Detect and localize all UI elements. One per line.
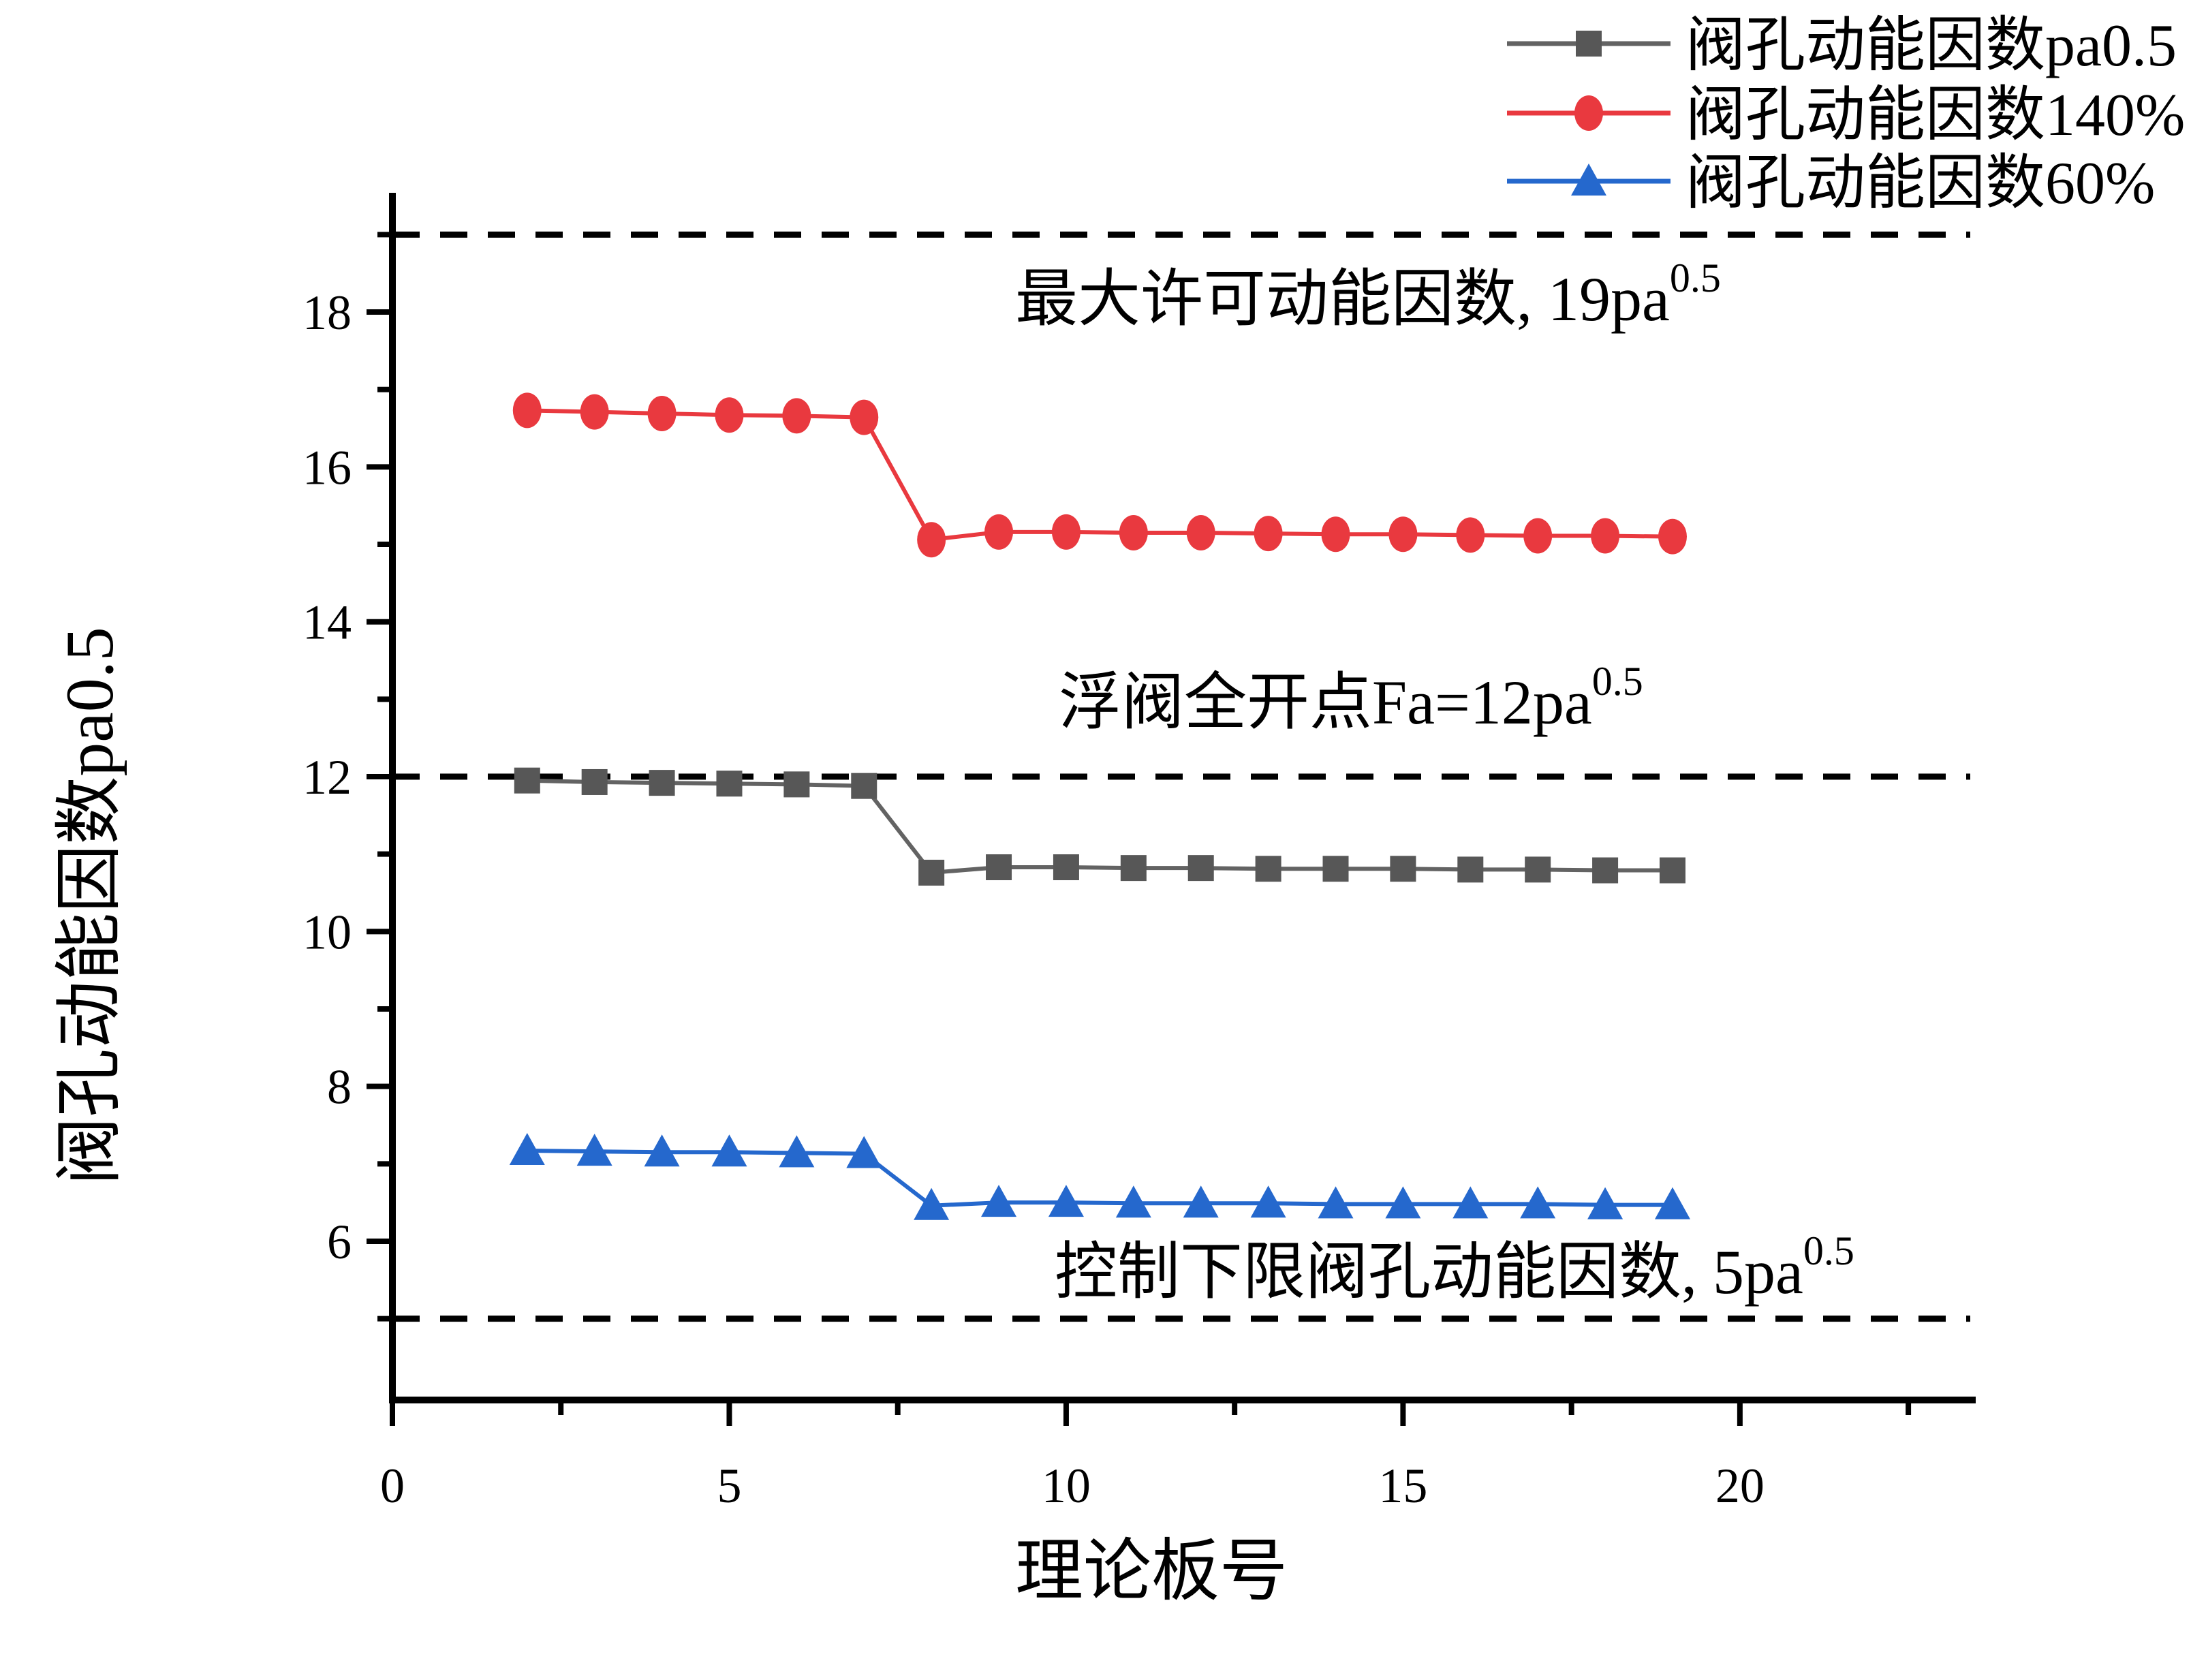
x-axis-title: 理论板号 [1015,1534,1288,1609]
marker-triangle [1520,1186,1556,1219]
marker-triangle [1250,1185,1286,1218]
series-pa05-design [514,767,1685,886]
series-line [527,778,1673,875]
marker-triangle [644,1134,680,1167]
marker-square [649,770,675,796]
y-tick-label: 6 [327,1215,352,1269]
legend-item: 阀孔动能因数140% [1507,82,2185,149]
legend-item: 阀孔动能因数pa0.5 [1507,13,2177,79]
marker-square [1053,854,1079,881]
marker-circle [1574,95,1603,131]
marker-circle [917,522,946,558]
marker-square [1525,856,1551,883]
y-tick-label: 10 [302,905,352,959]
marker-triangle [914,1187,950,1220]
marker-square [1187,855,1214,882]
annotation-max-permissible: 最大许可动能因数, 19pa0.5 [1015,255,1721,334]
marker-triangle [1318,1186,1354,1219]
marker-square [581,768,608,795]
series-line [527,1149,1673,1208]
marker-triangle [1654,1187,1690,1219]
series-140pct [512,392,1687,558]
marker-circle [1388,516,1418,553]
marker-triangle [846,1136,882,1168]
marker-square [986,854,1012,881]
marker-circle [1119,514,1148,550]
marker-square [1120,855,1147,882]
marker-circle [715,397,744,433]
marker-triangle [576,1134,612,1166]
y-tick-label: 18 [302,285,352,340]
legend-item-label: 阀孔动能因数60% [1685,151,2155,217]
x-tick-label: 5 [717,1459,741,1513]
marker-circle [1591,518,1620,554]
marker-triangle [1452,1186,1489,1219]
marker-square [716,771,743,797]
marker-triangle [1048,1185,1084,1217]
marker-triangle [509,1133,545,1166]
marker-circle [850,399,879,435]
y-tick-label: 12 [302,750,352,805]
y-tick-label: 14 [302,595,352,650]
annotation-lower-limit: 控制下限阀孔动能因数, 5pa0.5 [1055,1228,1854,1307]
marker-triangle [779,1135,815,1168]
marker-circle [1186,514,1215,550]
marker-square [1592,857,1619,884]
y-tick-label: 8 [327,1060,352,1115]
marker-triangle [1115,1185,1151,1218]
marker-circle [1051,514,1081,550]
marker-square [1576,31,1602,57]
marker-circle [512,392,542,429]
marker-circle [1254,516,1283,552]
annotation-full-open-point: 浮阀全开点Fa=12pa0.5 [1059,659,1643,737]
marker-circle [647,395,677,431]
marker-square [1457,856,1484,883]
series-line [527,408,1673,542]
marker-triangle [711,1134,747,1167]
marker-triangle [1183,1185,1219,1218]
marker-circle [1523,518,1553,554]
marker-square [1322,856,1349,882]
y-axis-title: 阀孔动能因数pa0.5 [52,627,127,1185]
legend-item: 阀孔动能因数60% [1507,151,2155,217]
marker-square [918,859,945,886]
marker-triangle [981,1185,1017,1217]
x-tick-label: 10 [1042,1459,1091,1513]
marker-circle [580,394,609,430]
x-tick-label: 15 [1378,1459,1427,1513]
reference-lines: 最大许可动能因数, 19pa0.5 浮阀全开点Fa=12pa0.5 控制下限阀孔动能… [392,231,1970,1322]
marker-triangle [1587,1187,1623,1219]
legend-item-label: 阀孔动能因数140% [1685,82,2185,149]
legend-item-label: 阀孔动能因数pa0.5 [1685,13,2177,79]
y-tick-label: 16 [302,440,352,495]
marker-triangle [1571,164,1606,196]
marker-square [514,767,540,794]
marker-square [851,773,877,799]
series-60pct [509,1133,1690,1220]
marker-square [783,771,810,798]
marker-circle [1456,517,1485,553]
marker-circle [1658,518,1687,555]
marker-circle [1321,516,1350,553]
marker-triangle [1385,1186,1421,1219]
marker-square [1390,856,1416,882]
marker-square [1255,856,1281,882]
marker-circle [984,514,1014,550]
marker-square [1659,857,1685,884]
x-tick-label: 20 [1715,1459,1765,1513]
marker-circle [782,398,811,434]
x-tick-label: 0 [380,1459,405,1513]
axes: 0 5 10 15 20 6 8 10 12 14 16 18 理论板号 阀孔动能因数pa0.5 [52,193,1976,1609]
